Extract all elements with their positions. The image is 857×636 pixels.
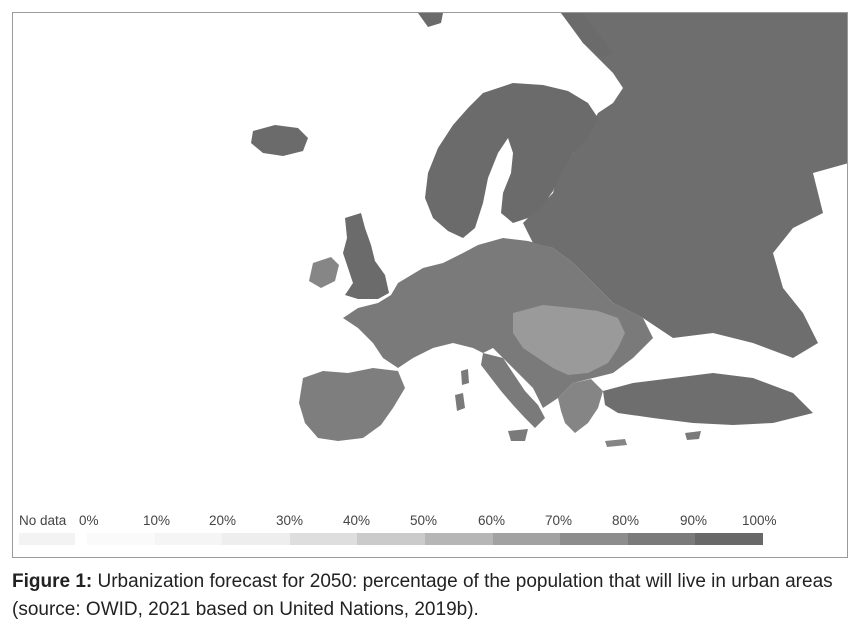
region-ireland — [309, 257, 339, 288]
legend-tick-label: 20% — [209, 513, 237, 528]
legend-tick-label: 30% — [276, 513, 304, 528]
region-iberia — [299, 368, 405, 441]
legend-swatch — [695, 533, 763, 545]
legend-swatch — [154, 533, 223, 545]
region-russia — [523, 13, 847, 358]
legend-tick-label: 60% — [478, 513, 506, 528]
legend-tick-label: 10% — [143, 513, 171, 528]
legend-swatch — [289, 533, 358, 545]
legend-tick-label: 90% — [680, 513, 708, 528]
figure-caption: Figure 1: Urbanization forecast for 2050… — [12, 568, 852, 624]
region-sicily — [508, 429, 528, 441]
map-legend: No data 0% 10% 20% 30% 40% 50% 60% 70% 8… — [13, 513, 847, 557]
caption-text: Urbanization forecast for 2050: percenta… — [12, 571, 833, 620]
region-cyprus — [685, 431, 701, 440]
legend-swatch — [357, 533, 425, 545]
europe-map — [251, 13, 847, 447]
legend-swatch-no-data — [19, 533, 75, 545]
region-central-europe — [513, 305, 625, 375]
legend-no-data-label: No data — [19, 513, 67, 528]
region-corsica — [461, 369, 469, 385]
region-italy — [481, 353, 545, 428]
legend-swatch — [627, 533, 696, 545]
region-great-britain — [343, 213, 389, 299]
legend-tick-label: 80% — [612, 513, 640, 528]
caption-label: Figure 1: — [12, 571, 93, 592]
region-iceland — [251, 125, 308, 156]
region-turkey — [603, 373, 813, 425]
legend-tick-label: 100% — [742, 513, 777, 528]
legend-color-bar — [87, 533, 763, 545]
region-scandinavia — [425, 83, 598, 238]
legend-swatch — [424, 533, 493, 545]
legend-swatch — [492, 533, 561, 545]
legend-tick-label: 50% — [410, 513, 438, 528]
legend-swatch — [222, 533, 290, 545]
region-crete — [605, 439, 627, 447]
map-figure: No data 0% 10% 20% 30% 40% 50% 60% 70% 8… — [12, 12, 848, 558]
legend-tick-label: 70% — [545, 513, 573, 528]
legend-swatch — [87, 533, 155, 545]
legend-swatch — [560, 533, 628, 545]
legend-tick-label: 40% — [343, 513, 371, 528]
region-sardinia — [455, 393, 465, 411]
legend-tick-label: 0% — [79, 513, 99, 528]
region-novaya — [561, 13, 613, 58]
region-svalbard — [418, 13, 443, 27]
region-greece — [558, 379, 603, 433]
